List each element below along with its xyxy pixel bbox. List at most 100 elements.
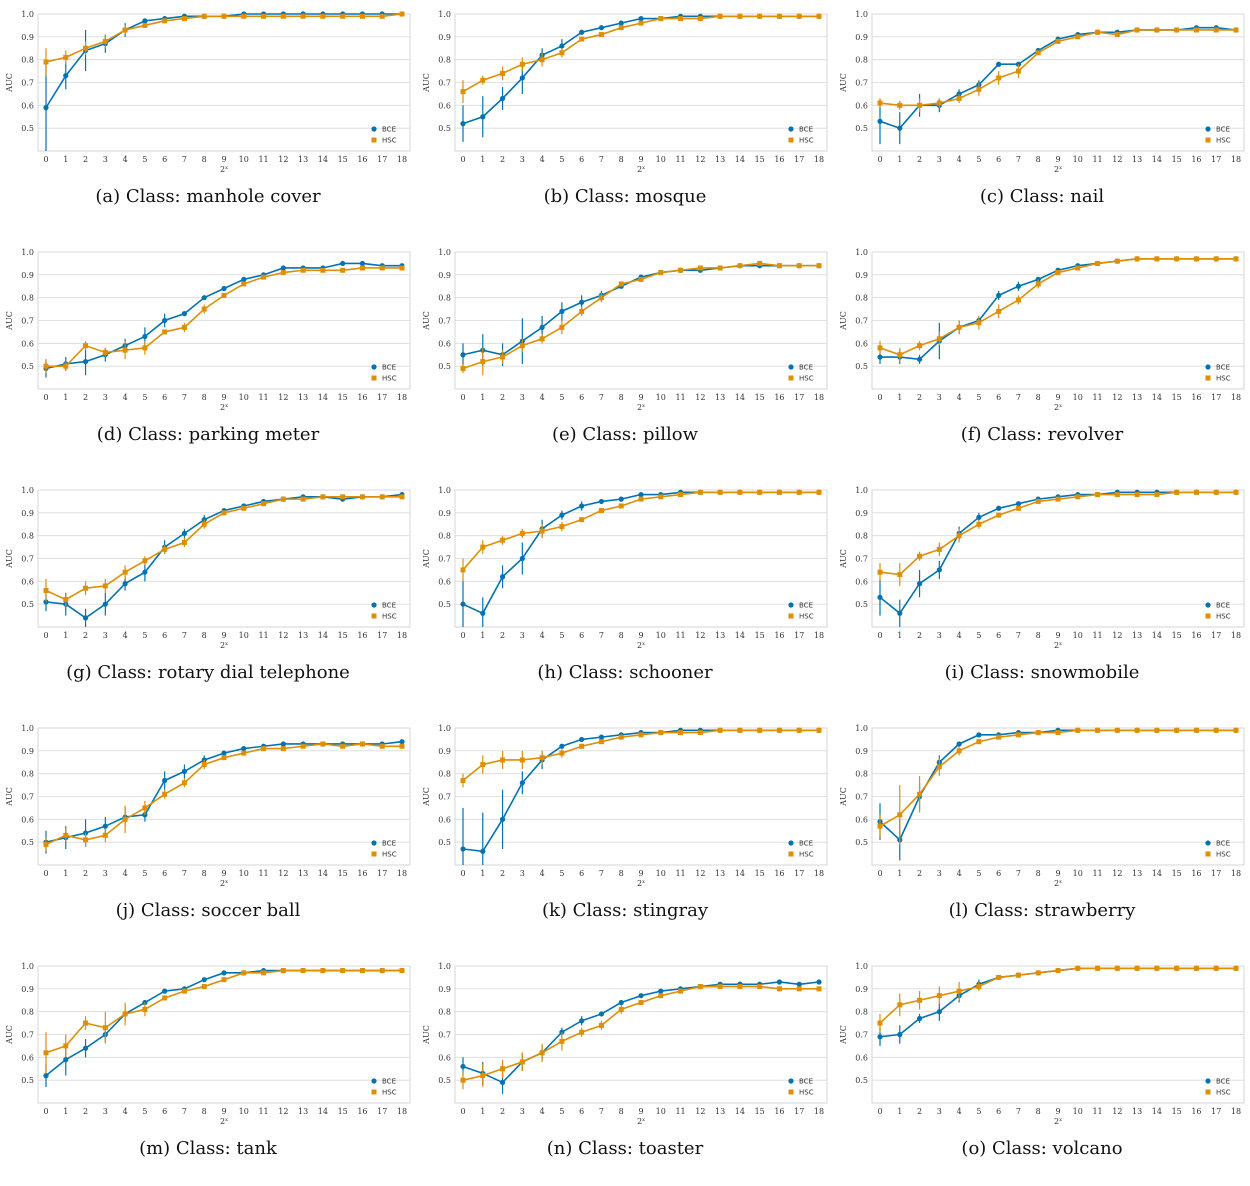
x-tick-label: 11 [258,869,268,878]
data-point [340,260,346,267]
panel-caption: (n) Class: toaster [546,1138,704,1159]
data-point [102,583,108,589]
x-tick-label: 11 [258,155,268,164]
x-tick-label: 0 [877,869,882,878]
chart-panel: 0.5 0.6 0.7 0.8 0.9 1.0 0 1 2 3 4 5 6 7 8 9 10 11 12 13 14 15… [834,0,1250,234]
data-point [1035,498,1041,504]
data-point [142,812,148,818]
data-point [241,970,247,976]
data-point [1174,27,1180,33]
data-point [897,352,903,358]
x-tick-label: 10 [239,869,249,878]
x-tick-label: 6 [579,393,584,402]
data-point [1193,27,1199,33]
x-tick-label: 16 [357,869,367,878]
x-tick-label: 7 [1016,155,1021,164]
x-tick-label: 16 [357,393,367,402]
legend-label: HSC [382,137,397,145]
x-tick-label: 10 [239,155,249,164]
panel-caption: (j) Class: soccer ball [115,900,301,921]
y-tick-label: 0.6 [855,577,868,586]
data-point [539,755,545,761]
x-tick-label: 9 [221,393,226,402]
x-tick-label: 14 [735,1107,745,1116]
legend-marker-hsc [371,375,377,381]
x-tick-label: 8 [619,1107,624,1116]
x-tick-label: 2 [83,393,88,402]
data-point [43,1050,49,1056]
y-tick-label: 0.5 [21,124,34,133]
data-point [181,530,188,536]
data-point [638,1000,644,1006]
data-point [996,734,1002,740]
x-tick-label: 6 [996,869,1001,878]
y-tick-label: 0.9 [855,33,868,42]
data-point [697,16,703,22]
x-tick-label: 0 [877,1107,882,1116]
data-point [678,267,684,273]
data-point [936,567,942,573]
x-tick-label: 17 [794,631,804,640]
x-tick-label: 13 [298,1107,308,1116]
data-point [678,730,684,736]
data-point [1193,727,1199,733]
x-tick-label: 7 [1016,393,1021,402]
series-hsc [877,965,1239,1033]
x-tick-label: 14 [1152,1107,1162,1116]
data-point [1154,256,1160,262]
data-point [618,281,624,287]
data-point [816,727,822,733]
x-tick-label: 12 [1112,155,1122,164]
data-point [1213,965,1219,971]
legend: BCE HSC [371,602,397,621]
y-axis-label: AUC [422,549,431,569]
x-axis-label: 2x [1054,165,1062,174]
x-tick-label: 14 [735,155,745,164]
data-point [996,505,1002,511]
x-tick-label: 17 [377,155,387,164]
x-tick-label: 0 [460,869,465,878]
legend-label: HSC [799,1089,814,1097]
x-tick-label: 9 [1055,155,1060,164]
data-point [43,587,49,593]
data-point [300,743,306,749]
chart-panel: 0.5 0.6 0.7 0.8 0.9 1.0 0 1 2 3 4 5 6 7 8 9 10 11 12 13 14 15… [0,238,416,472]
data-point [956,533,962,539]
x-tick-label: 0 [43,869,48,878]
data-point [480,114,486,120]
data-point [460,567,466,573]
data-point [897,571,903,577]
data-point [379,265,385,271]
legend: BCE HSC [371,840,397,859]
data-point [83,343,89,349]
chart-svg: 0.50.60.70.80.91.00 1 2 3 4 5 6 7 8 9 10 11 12 13 14 15… [5,724,411,888]
x-tick-label: 12 [695,393,705,402]
data-point [598,1011,605,1017]
y-tick-label: 0.9 [21,33,34,42]
chart-svg: 0.50.60.70.80.91.00 1 2 3 4 5 6 7 8 9 10 11 12 13 14 15… [5,248,411,412]
x-axis-label: 2x [220,165,228,174]
legend-label: HSC [382,613,397,621]
data-point [1114,965,1120,971]
chart-panel: 0.5 0.6 0.7 0.8 0.9 1.0 0 1 2 3 4 5 6 7 8 9 10 11 12 13 14 15… [417,0,833,234]
data-point [399,968,405,974]
x-tick-label: 15 [755,1107,765,1116]
y-tick-label: 0.9 [21,509,34,518]
y-tick-label: 1.0 [21,486,34,495]
x-tick-label: 17 [1211,155,1221,164]
data-point [102,1025,108,1031]
legend-label: BCE [799,364,813,372]
data-point [1193,965,1199,971]
data-point [956,324,962,330]
data-point [559,524,565,530]
x-axis-label: 2x [220,1117,228,1126]
data-point [359,260,366,267]
y-tick-label: 1.0 [855,10,868,19]
x-tick-label: 9 [638,631,643,640]
x-tick-label: 5 [559,393,564,402]
data-point [1035,281,1041,287]
data-point [1095,260,1101,266]
x-tick-label: 13 [298,631,308,640]
series-hsc [43,265,405,374]
data-point [618,503,624,509]
